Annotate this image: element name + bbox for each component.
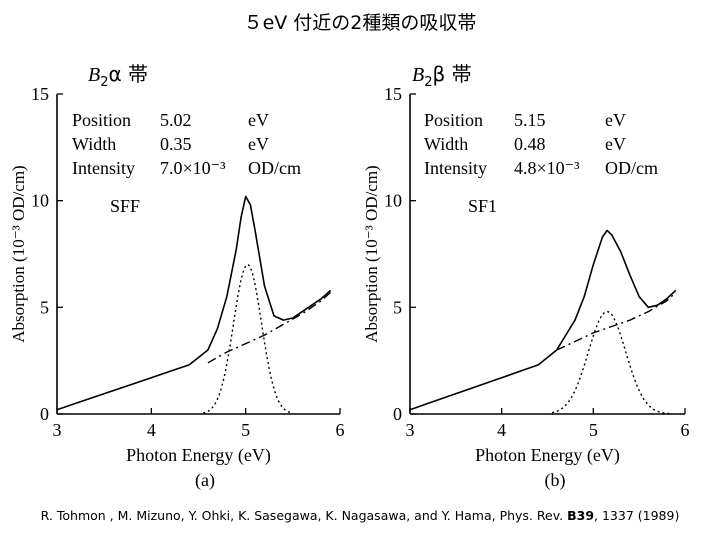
band-b-subscript: 2 [424, 75, 433, 90]
panel-b-x-tick-label: 3 [406, 420, 415, 440]
band-a-letter: B [88, 64, 101, 86]
panel-b-param-unit: eV [605, 110, 626, 130]
panel-a-x-tick-label: 3 [53, 420, 62, 440]
panel-a-x-tick-label: 4 [147, 420, 156, 440]
panel-a-y-tick-label: 0 [40, 404, 49, 424]
panel-b-y-axis-label: Absorption (10⁻³ OD/cm) [362, 165, 381, 342]
panel-b-param-name: Width [424, 134, 468, 154]
band-b-greek: β [432, 62, 446, 86]
panel-a-label: (a) [195, 470, 215, 491]
panel-a-y-axis-label: Absorption (10⁻³ OD/cm) [9, 165, 28, 342]
band-a-kanji: 帯 [128, 62, 149, 86]
panel-a-param-name: Position [72, 110, 131, 130]
panel-b-x-tick-label: 6 [681, 420, 690, 440]
panel-b-param-value: 4.8×10⁻³ [514, 158, 580, 178]
panel-b-y-tick-label: 10 [384, 191, 402, 211]
panel-b-param-unit: OD/cm [605, 158, 658, 178]
panel-a-x-axis-label: Photon Energy (eV) [126, 445, 271, 466]
band-a-subscript: 2 [100, 75, 109, 90]
citation-pages-year: , 1337 (1989) [594, 508, 680, 523]
citation-volume: B39 [567, 508, 595, 523]
panel-a-series-measured [56, 195, 332, 411]
citation-authors: R. Tohmon , M. Mizuno, Y. Ohki, K. Saseg… [40, 508, 564, 523]
panel-b-series-background [556, 291, 677, 351]
panel-b-param-unit: eV [605, 134, 626, 154]
panel-b-param-name: Position [424, 110, 483, 130]
band-b-letter: B [412, 64, 425, 86]
panel-a-param-unit: eV [248, 134, 269, 154]
panel-a-param-unit: OD/cm [248, 158, 301, 178]
panel-a-param-name: Intensity [72, 158, 135, 178]
panel-a-param-value: 5.02 [160, 110, 192, 130]
panel-a-param-value: 7.0×10⁻³ [160, 158, 226, 178]
absorption-figure: 3 4 5 6 0 5 10 15 Photon Energy (eV) Absorption (… [9, 84, 690, 491]
panel-a-param-unit: eV [248, 110, 269, 130]
panel-b-x-axis-label: Photon Energy (eV) [475, 445, 620, 466]
panel-a-param-value: 0.35 [160, 134, 192, 154]
panel-b-y-tick-label: 15 [384, 84, 402, 104]
panel-b-x-tick-label: 4 [497, 420, 506, 440]
panel-a-x-tick-label: 6 [336, 420, 345, 440]
panel-b-y-tick-label: 0 [393, 404, 402, 424]
citation: R. Tohmon , M. Mizuno, Y. Ohki, K. Saseg… [0, 508, 720, 523]
panel-b-sample-label: SF1 [468, 196, 497, 216]
panel-b-param-name: Intensity [424, 158, 487, 178]
panel-b-series-measured [409, 229, 677, 411]
panel-b-param-value: 5.15 [514, 110, 546, 130]
panel-a-sample-label: SFF [110, 196, 140, 216]
band-label-a: B2α 帯 [88, 58, 148, 90]
band-a-greek: α [108, 62, 122, 86]
panel-a-series-background [207, 291, 332, 364]
panel-a-y-tick-label: 5 [40, 297, 49, 317]
panel-a-series-gaussian-fit [203, 264, 293, 414]
panel-b-label: (b) [545, 470, 566, 491]
band-b-kanji: 帯 [451, 62, 472, 86]
slide-title: ５eV 付近の2種類の吸収帯 [243, 12, 477, 34]
panel-b-x-tick-label: 5 [589, 420, 598, 440]
panel-b-param-value: 0.48 [514, 134, 546, 154]
panel-a-x-tick-label: 5 [241, 420, 250, 440]
panel-b-y-tick-label: 5 [393, 297, 402, 317]
panel-a-y-tick-label: 10 [31, 191, 49, 211]
band-label-b: B2β 帯 [412, 58, 472, 90]
panel-a-param-name: Width [72, 134, 116, 154]
panel-a-y-tick-label: 15 [31, 84, 49, 104]
panel-b-series-gaussian-fit [551, 310, 672, 415]
